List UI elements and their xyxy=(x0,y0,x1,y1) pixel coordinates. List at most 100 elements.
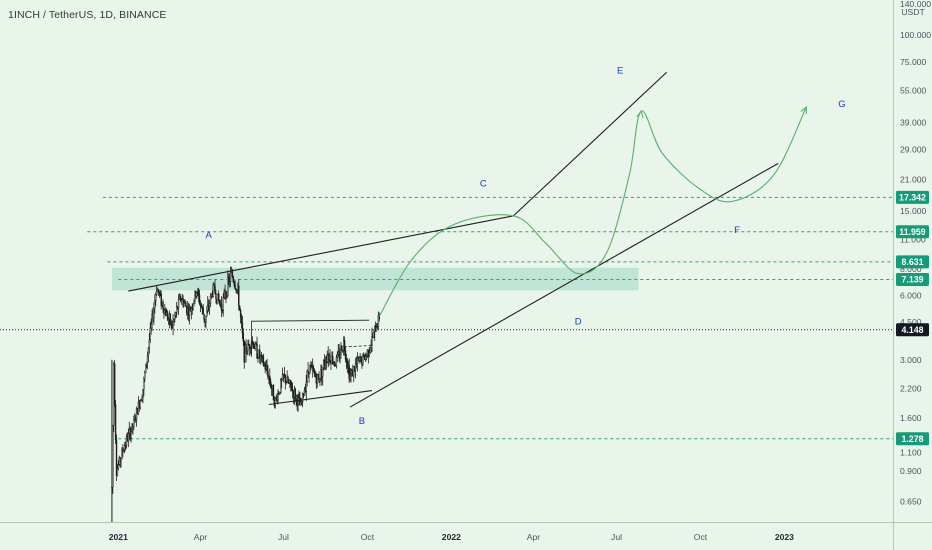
level-badge-4: 1.278 xyxy=(901,434,923,444)
candle-body-186 xyxy=(280,379,283,381)
y-tick-7: 15.000 xyxy=(900,206,927,216)
trendline-1 xyxy=(513,71,668,217)
candle-body-33 xyxy=(141,397,143,402)
level-badge-0: 17.342 xyxy=(899,193,926,203)
candle-body-69 xyxy=(174,314,176,320)
candle-body-260 xyxy=(348,364,350,380)
candle-body-22 xyxy=(131,423,133,432)
candle-body-247 xyxy=(336,354,339,358)
candle-body-133 xyxy=(232,276,234,283)
candle-body-40 xyxy=(147,347,150,356)
candle-body-206 xyxy=(299,397,301,406)
wave-labels-layer: A B C D E F G xyxy=(205,66,845,427)
candle-body-112 xyxy=(213,284,215,287)
candle-body-144 xyxy=(242,332,245,342)
candle-body-208 xyxy=(301,401,303,403)
candle-body-207 xyxy=(300,402,302,406)
candle-body-79 xyxy=(183,302,185,307)
candle-body-226 xyxy=(317,374,319,380)
candle-body-122 xyxy=(222,297,224,311)
x-tick-6: Jul xyxy=(611,532,622,542)
candle-body-95 xyxy=(197,290,200,296)
candle-body-197 xyxy=(290,385,293,391)
candle-body-47 xyxy=(154,300,156,309)
candle-body-81 xyxy=(185,302,187,307)
candle-body-222 xyxy=(313,371,316,375)
candle-body-231 xyxy=(322,367,324,377)
trendlines-layer xyxy=(128,71,779,408)
current-price-badge-bg xyxy=(896,323,929,337)
candle-body-96 xyxy=(198,294,201,304)
level-badge-2-bg xyxy=(896,255,929,269)
candle-body-6 xyxy=(116,468,119,476)
level-badge-2: 8.631 xyxy=(901,257,923,267)
candle-body-218 xyxy=(310,364,312,367)
candle-body-21 xyxy=(130,430,132,439)
candle-body-105 xyxy=(207,304,209,312)
candle-body-120 xyxy=(220,304,223,311)
candle-body-234 xyxy=(324,362,327,365)
candle-body-139 xyxy=(238,285,240,307)
wave-label-f: F xyxy=(734,225,740,236)
candle-body-114 xyxy=(215,293,217,300)
candle-body-38 xyxy=(145,362,148,365)
time-axis[interactable]: 2021 Apr Jul Oct 2022 Apr Jul Oct 2023 xyxy=(0,522,932,543)
candle-body-51 xyxy=(157,289,160,293)
candle-body-252 xyxy=(341,345,343,351)
range-top-line xyxy=(251,319,370,322)
candle-body-111 xyxy=(212,284,214,297)
candle-body-283 xyxy=(369,347,371,354)
candle-body-64 xyxy=(169,313,172,325)
candle-body-235 xyxy=(325,361,328,364)
candle-body-137 xyxy=(236,289,238,291)
candle-body-68 xyxy=(173,318,175,322)
candle-body-101 xyxy=(203,313,205,320)
candle-body-117 xyxy=(217,293,220,301)
candle-body-71 xyxy=(176,306,178,313)
candle-body-185 xyxy=(280,380,282,393)
candle-body-157 xyxy=(254,343,256,349)
candle-body-196 xyxy=(290,380,292,386)
candle-body-194 xyxy=(288,382,290,384)
level-badge-1: 11.959 xyxy=(899,227,926,237)
candle-body-170 xyxy=(266,365,268,372)
candle-body-36 xyxy=(144,372,146,380)
candle-body-48 xyxy=(155,294,157,301)
candle-body-97 xyxy=(199,303,202,306)
candle-body-282 xyxy=(368,352,370,356)
y-tick-10: 6.000 xyxy=(900,291,922,301)
level-badge-0-bg xyxy=(896,190,929,204)
zone-layer xyxy=(111,267,639,291)
candle-body-56 xyxy=(162,302,164,310)
candle-body-18 xyxy=(127,433,130,442)
y-tick-14: 1.600 xyxy=(900,413,922,423)
candle-body-217 xyxy=(309,364,311,374)
candle-body-31 xyxy=(139,400,141,409)
candle-body-134 xyxy=(233,281,235,285)
candle-body-173 xyxy=(269,375,271,383)
level-badge-3: 7.139 xyxy=(901,275,923,285)
candle-body-142 xyxy=(240,316,243,323)
candle-body-204 xyxy=(297,397,299,406)
candle-body-107 xyxy=(208,303,211,308)
candle-body-160 xyxy=(257,357,259,359)
wave-label-c: C xyxy=(480,178,487,189)
candle-body-103 xyxy=(205,315,207,323)
candle-body-62 xyxy=(167,318,170,320)
candle-body-128 xyxy=(228,276,230,280)
candle-body-290 xyxy=(375,327,378,332)
candle-body-98 xyxy=(200,304,203,308)
candle-body-87 xyxy=(190,308,193,312)
y-tick-2: 75.000 xyxy=(900,57,927,67)
y-tick-6: 21.000 xyxy=(900,175,927,185)
candle-body-78 xyxy=(182,298,184,307)
candle-body-1 xyxy=(112,425,114,488)
candle-body-215 xyxy=(307,370,309,373)
candle-body-287 xyxy=(373,331,375,338)
candle-body-223 xyxy=(314,373,317,377)
y-tick-13: 2.200 xyxy=(900,383,922,393)
y-tick-17: 0.650 xyxy=(900,496,922,506)
